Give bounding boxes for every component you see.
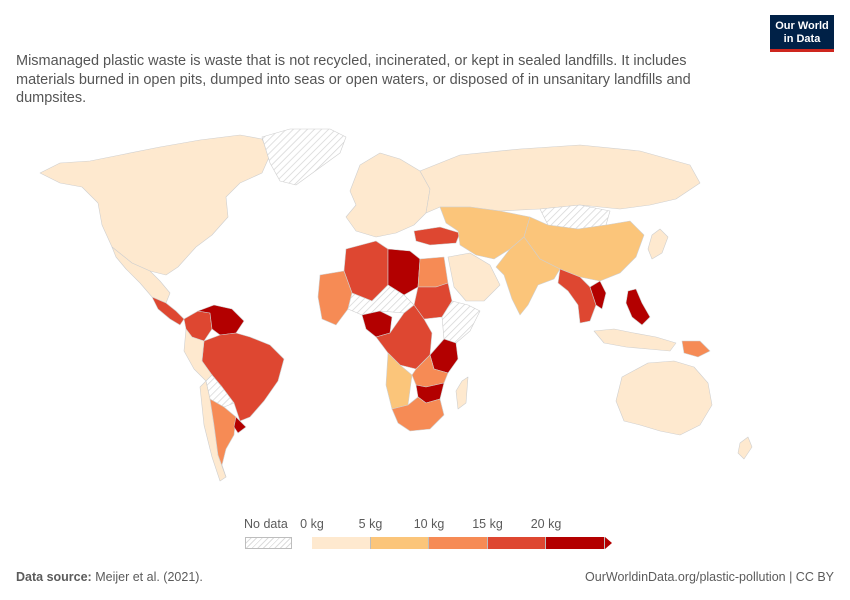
region-southeast-asia[interactable]: Southeast Asia xyxy=(557,268,597,324)
region-central-america[interactable]: Central America xyxy=(151,296,185,326)
legend-tick-1: 5 kg xyxy=(358,517,383,531)
legend-nodata-label: No data xyxy=(244,517,288,531)
region-india[interactable]: India xyxy=(495,236,561,316)
legend-tick-0: 0 kg xyxy=(300,517,324,531)
region-uruguay[interactable]: Uruguay xyxy=(233,416,247,434)
region-canada-usa[interactable]: Canada & USA xyxy=(39,134,271,276)
legend-nodata-swatch xyxy=(245,537,292,549)
region-vietnam[interactable]: Vietnam xyxy=(589,280,607,310)
region-japan[interactable]: Japan xyxy=(647,228,669,260)
legend-tick-4: 20 kg xyxy=(530,517,562,531)
region-nigeria[interactable]: Nigeria xyxy=(361,310,393,338)
region-iran-central-asia[interactable]: Iran & Central Asia xyxy=(439,206,531,260)
owid-logo[interactable]: Our World in Data xyxy=(770,15,834,52)
region-new-zealand[interactable]: Australia xyxy=(737,436,753,460)
region-png[interactable]: Papua New Guinea xyxy=(681,340,711,358)
legend-bin-4[interactable] xyxy=(546,537,605,549)
region-greenland[interactable]: Greenland xyxy=(261,128,347,186)
legend-arrow-tip xyxy=(604,537,612,549)
logo-line-2: in Data xyxy=(783,32,821,45)
legend-bin-0[interactable] xyxy=(312,537,371,549)
legend-tick-2: 10 kg xyxy=(413,517,445,531)
region-arabia[interactable]: Arabia xyxy=(447,252,501,302)
footer-url[interactable]: OurWorldinData.org/plastic-pollution | C… xyxy=(585,570,834,584)
data-source: Data source: Meijer et al. (2021). xyxy=(16,570,203,584)
region-europe[interactable]: Europe xyxy=(345,152,431,238)
region-russia[interactable]: Russia xyxy=(419,144,701,214)
logo-line-1: Our World xyxy=(775,20,829,32)
region-indonesia[interactable]: Indonesia xyxy=(593,328,677,352)
region-turkey[interactable]: Turkey xyxy=(413,226,461,246)
data-source-label: Data source: xyxy=(16,570,92,584)
legend-tick-3: 15 kg xyxy=(472,517,503,531)
region-australia[interactable]: Australia xyxy=(615,360,713,436)
legend-bin-3[interactable] xyxy=(487,537,546,549)
region-west-africa[interactable]: West Africa xyxy=(317,270,353,326)
region-philippines[interactable]: Philippines xyxy=(625,288,651,326)
region-tanzania[interactable]: Tanzania xyxy=(429,338,459,374)
data-source-value[interactable]: Meijer et al. (2021). xyxy=(95,570,203,584)
world-map: Canada & USA Greenland Mexico Central Am… xyxy=(39,128,753,482)
legend-bin-1[interactable] xyxy=(370,537,429,549)
map-subtitle: Mismanaged plastic waste is waste that i… xyxy=(16,53,691,106)
region-argentina[interactable]: Argentina xyxy=(209,398,237,478)
legend-bin-2[interactable] xyxy=(429,537,488,549)
region-egypt[interactable]: Egypt xyxy=(417,256,449,288)
region-south-africa[interactable]: South Africa xyxy=(391,396,445,432)
region-madagascar[interactable]: Madagascar xyxy=(455,376,469,410)
